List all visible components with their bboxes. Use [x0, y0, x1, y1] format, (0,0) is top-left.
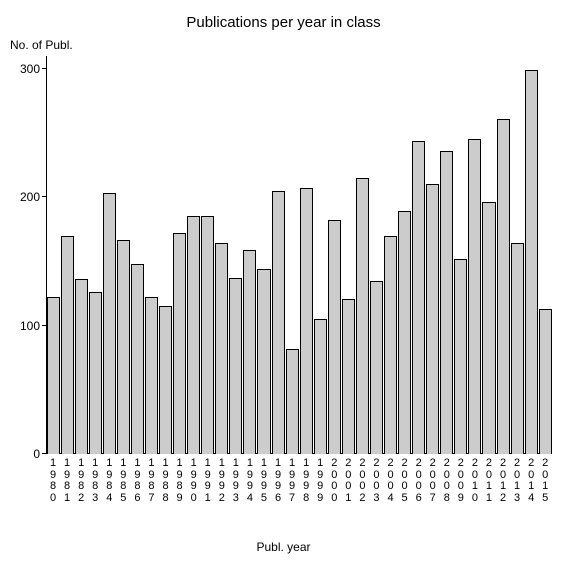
x-tick-label: 1989	[173, 454, 187, 504]
bar	[173, 233, 186, 454]
bar	[229, 278, 242, 454]
y-tick-mark	[42, 453, 46, 454]
x-tick-label: 1988	[159, 454, 173, 504]
x-tick-label: 2005	[398, 454, 412, 504]
bar	[145, 297, 158, 454]
x-tick-label: 1980	[46, 454, 60, 504]
bar	[440, 151, 453, 454]
x-tick-label: 1982	[74, 454, 88, 504]
x-tick-label: 1983	[88, 454, 102, 504]
x-tick-label: 1993	[229, 454, 243, 504]
x-tick-label: 1981	[60, 454, 74, 504]
x-tick-label: 2006	[412, 454, 426, 504]
bar	[314, 319, 327, 454]
x-tick-label: 2012	[496, 454, 510, 504]
y-tick-mark	[42, 196, 46, 197]
x-axis-title: Publ. year	[0, 540, 567, 554]
x-tick-label: 1998	[299, 454, 313, 504]
bar	[356, 178, 369, 454]
bar	[159, 306, 172, 454]
x-tick-label: 1986	[130, 454, 144, 504]
x-tick-label: 2001	[341, 454, 355, 504]
bar	[117, 240, 130, 454]
x-labels-container: 1980198119821983198419851986198719881989…	[46, 454, 552, 504]
plot-area: 1980198119821983198419851986198719881989…	[46, 56, 552, 454]
x-tick-label: 1984	[102, 454, 116, 504]
bar	[398, 211, 411, 454]
bar	[272, 191, 285, 454]
x-tick-label: 1991	[201, 454, 215, 504]
x-tick-label: 2015	[538, 454, 552, 504]
bar	[286, 349, 299, 454]
bar	[215, 243, 228, 454]
x-tick-label: 2014	[524, 454, 538, 504]
bar	[482, 202, 495, 454]
y-axis-title: No. of Publ.	[10, 38, 73, 52]
bar	[201, 216, 214, 454]
x-tick-label: 1990	[187, 454, 201, 504]
y-tick-label: 100	[20, 319, 46, 333]
bar	[384, 236, 397, 454]
bar	[187, 216, 200, 454]
bar	[89, 292, 102, 454]
chart-title: Publications per year in class	[0, 14, 567, 31]
bar	[412, 141, 425, 454]
x-tick-label: 1987	[144, 454, 158, 504]
x-tick-label: 1999	[313, 454, 327, 504]
x-tick-label: 2010	[468, 454, 482, 504]
bar	[103, 193, 116, 454]
bar	[454, 259, 467, 454]
x-tick-label: 1985	[116, 454, 130, 504]
y-tick-mark	[42, 325, 46, 326]
x-tick-label: 2002	[355, 454, 369, 504]
x-tick-label: 2007	[426, 454, 440, 504]
bar	[370, 281, 383, 454]
bar	[75, 279, 88, 454]
x-tick-label: 2004	[384, 454, 398, 504]
bar	[468, 139, 481, 454]
x-tick-label: 2013	[510, 454, 524, 504]
bar	[257, 269, 270, 454]
bar	[511, 243, 524, 454]
bar	[300, 188, 313, 454]
bar	[525, 70, 538, 454]
x-tick-label: 2003	[369, 454, 383, 504]
y-tick-label: 300	[20, 62, 46, 76]
y-tick-label: 200	[20, 190, 46, 204]
bar	[328, 220, 341, 454]
bars-container	[46, 56, 552, 454]
x-tick-label: 2009	[454, 454, 468, 504]
bar	[243, 250, 256, 454]
bar	[497, 119, 510, 454]
y-tick-label: 0	[33, 447, 46, 461]
publications-bar-chart: Publications per year in class No. of Pu…	[0, 0, 567, 567]
bar	[539, 309, 552, 454]
bar	[61, 236, 74, 454]
y-tick-mark	[42, 68, 46, 69]
x-tick-label: 1996	[271, 454, 285, 504]
x-tick-label: 2011	[482, 454, 496, 504]
bar	[342, 299, 355, 454]
bar	[131, 264, 144, 454]
x-tick-label: 1992	[215, 454, 229, 504]
x-tick-label: 2000	[327, 454, 341, 504]
bar	[47, 297, 60, 454]
x-tick-label: 1997	[285, 454, 299, 504]
x-tick-label: 1994	[243, 454, 257, 504]
x-tick-label: 1995	[257, 454, 271, 504]
x-tick-label: 2008	[440, 454, 454, 504]
bar	[426, 184, 439, 454]
